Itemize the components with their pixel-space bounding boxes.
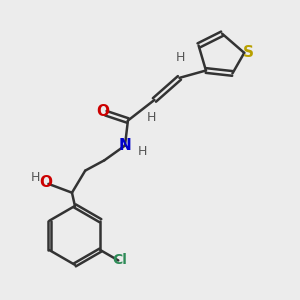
Text: Cl: Cl	[112, 254, 127, 267]
Text: N: N	[118, 138, 131, 153]
Text: O: O	[39, 175, 52, 190]
Text: H: H	[138, 145, 147, 158]
Text: O: O	[96, 104, 110, 119]
Text: S: S	[243, 45, 254, 60]
Text: H: H	[31, 172, 40, 184]
Text: H: H	[176, 51, 186, 64]
Text: H: H	[147, 111, 156, 124]
